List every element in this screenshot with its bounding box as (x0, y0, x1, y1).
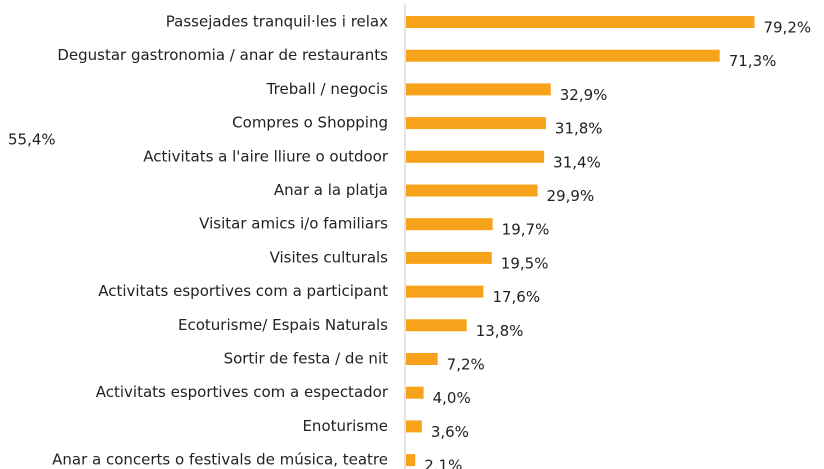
category-label: Activitats esportives com a participant (98, 282, 388, 300)
category-label: Sortir de festa / de nit (224, 350, 389, 368)
category-label: Anar a la platja (274, 181, 388, 199)
value-label: 31,4% (553, 153, 601, 171)
category-label: Degustar gastronomia / anar de restauran… (57, 46, 388, 64)
bar (406, 184, 538, 197)
category-label: Visites culturals (270, 248, 389, 266)
category-label: Anar a concerts o festivals de música, t… (52, 451, 388, 469)
category-label: Visitar amics i/o familiars (199, 215, 388, 233)
value-label: 79,2% (763, 19, 811, 37)
category-label: Activitats a l'aire lliure o outdoor (143, 147, 389, 165)
value-label: 7,2% (447, 356, 485, 374)
value-label: 19,7% (502, 221, 550, 239)
bar (406, 319, 467, 332)
value-label: 3,6% (431, 423, 469, 441)
value-label: 17,6% (492, 288, 540, 306)
bar (406, 454, 416, 467)
value-label: 71,3% (729, 52, 777, 70)
value-label: 29,9% (547, 187, 595, 205)
bar (406, 83, 551, 96)
value-label: 4,0% (433, 389, 471, 407)
category-label: Compres o Shopping (232, 114, 388, 132)
annotation: 55,4% (8, 131, 56, 149)
bar (406, 218, 493, 231)
value-label: 19,5% (501, 254, 549, 272)
bar (406, 117, 546, 130)
bar (406, 353, 438, 365)
category-label: Treball / negocis (266, 80, 389, 98)
category-label: Activitats esportives com a espectador (96, 383, 389, 401)
category-label: Passejades tranquil·les i relax (166, 13, 388, 31)
value-label: 2,1% (424, 457, 462, 469)
bar (406, 49, 720, 62)
value-label: 13,8% (476, 322, 524, 340)
bar (406, 16, 755, 28)
value-label: 31,8% (555, 120, 603, 138)
bar (406, 386, 424, 399)
bar (406, 150, 545, 163)
category-label: Enoturisme (302, 417, 388, 435)
bar (406, 251, 492, 264)
category-label: Ecoturisme/ Espais Naturals (178, 316, 388, 334)
bar (406, 285, 484, 298)
bar (406, 420, 422, 433)
value-label: 32,9% (560, 86, 608, 104)
